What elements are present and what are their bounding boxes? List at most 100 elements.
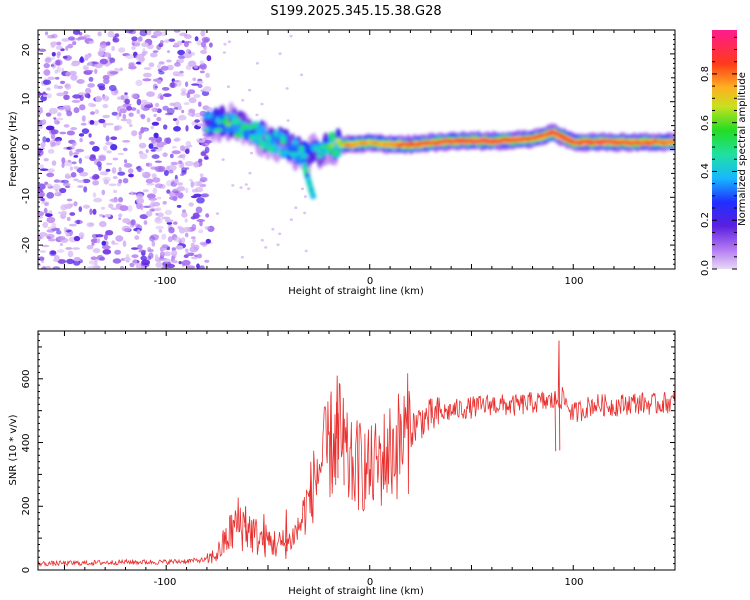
spectrogram-noise-blob <box>180 145 185 152</box>
spectrogram-noise-blob <box>244 183 248 186</box>
spectrogram-noise-blob <box>105 135 110 142</box>
spectrogram-noise-blob <box>119 108 127 114</box>
spectrogram-noise-blob <box>126 205 133 212</box>
spectrogram-noise-blob <box>102 75 110 80</box>
spectrogram-noise-blob <box>79 57 85 64</box>
spectrogram-noise-blob <box>102 121 107 128</box>
spectrogram-noise-blob <box>100 206 106 210</box>
spectrogram-noise-blob <box>65 247 72 250</box>
spectrogram-noise-blob <box>56 66 61 73</box>
spectrogram-noise-blob <box>131 247 139 250</box>
spectrogram-noise-blob <box>186 92 191 99</box>
spectrogram-noise-blob <box>85 87 92 94</box>
spectrogram-noise-blob <box>43 158 49 162</box>
spectrogram-noise-blob <box>99 44 107 49</box>
spectrogram-noise-blob <box>119 265 125 269</box>
spectrogram-noise-blob <box>148 62 155 68</box>
spectrogram-noise-blob <box>156 142 162 147</box>
spectrogram-noise-blob <box>38 92 42 96</box>
spectrogram-noise-blob <box>134 235 140 240</box>
spectrogram-noise-blob <box>206 55 212 62</box>
spectrogram-noise-blob <box>73 201 78 207</box>
snr-spike <box>557 340 561 451</box>
spectrogram-noise-blob <box>66 198 73 202</box>
spectrogram-noise-blob <box>271 227 275 231</box>
spectrogram-noise-blob <box>155 212 159 216</box>
spectrogram-noise-blob <box>78 206 83 213</box>
spectrogram-noise-blob <box>187 112 193 116</box>
spectrogram-noise-blob <box>264 246 268 249</box>
spectrogram-ridge-point <box>230 119 238 125</box>
spectrogram-ridge-point <box>252 136 260 142</box>
spectrogram-noise-blob <box>115 235 124 242</box>
spectrogram-noise-blob <box>200 49 208 55</box>
spectrogram-noise-blob <box>110 207 118 211</box>
spectrogram-ytick: -20 <box>21 237 32 253</box>
spectrogram-noise-blob <box>92 208 97 215</box>
spectrogram-noise-blob <box>131 40 135 46</box>
spectrogram-noise-blob <box>169 102 176 107</box>
spectrogram-noise-blob <box>51 62 57 69</box>
spectrogram-noise-blob <box>173 126 181 132</box>
spectrogram-noise-blob <box>64 83 70 89</box>
spectrogram-noise-blob <box>191 224 197 231</box>
spectrogram-noise-blob <box>46 183 52 187</box>
spectrogram-noise-blob <box>122 218 130 224</box>
spectrogram-noise-blob <box>66 130 75 136</box>
spectrogram-noise-blob <box>92 61 99 65</box>
spectrogram-noise-blob <box>150 201 156 205</box>
spectrogram-noise-blob <box>73 235 81 242</box>
spectrogram-noise-blob <box>131 45 136 50</box>
spectrogram-noise-blob <box>169 196 178 201</box>
spectrogram-noise-blob <box>128 112 134 117</box>
spectrogram-noise-blob <box>118 179 123 184</box>
spectrogram-noise-blob <box>158 229 163 233</box>
spectrogram-ridge-point <box>209 116 217 121</box>
spectrogram-noise-blob <box>155 225 164 230</box>
spectrogram-noise-blob <box>81 115 86 122</box>
spectrogram-noise-blob <box>136 165 142 172</box>
spectrogram-noise-blob <box>136 202 142 210</box>
spectrogram-noise-blob <box>199 177 208 182</box>
spectrogram-noise-blob <box>201 193 210 198</box>
spectrogram-noise-blob <box>101 189 106 196</box>
spectrogram-noise-blob <box>127 168 134 174</box>
spectrogram-noise-blob <box>83 34 91 38</box>
spectrogram-noise-blob <box>52 184 61 191</box>
spectrogram-noise-blob <box>81 128 90 135</box>
spectrogram-noise-blob <box>130 219 136 226</box>
spectrogram-noise-blob <box>299 73 304 77</box>
spectrogram-noise-blob <box>179 70 184 74</box>
spectrogram-noise-blob <box>61 162 65 168</box>
spectrogram-noise-blob <box>155 136 163 143</box>
spectrogram-noise-blob <box>38 256 45 261</box>
spectrogram-noise-blob <box>188 202 194 207</box>
spectrogram-noise-blob <box>149 203 155 208</box>
spectrogram-noise-blob <box>164 209 173 216</box>
snr-plot-area <box>38 340 675 567</box>
spectrogram-noise-blob <box>62 55 68 59</box>
spectrogram-noise-blob <box>89 120 95 125</box>
spectrogram-noise-blob <box>119 105 126 110</box>
spectrogram-noise-blob <box>300 187 305 191</box>
spectrogram-noise-blob <box>170 161 179 166</box>
spectrogram-noise-blob <box>89 141 95 145</box>
spectrogram-noise-blob <box>162 152 168 157</box>
spectrogram-noise-blob <box>198 64 205 69</box>
spectrogram-noise-blob <box>194 119 200 123</box>
spectrogram-noise-blob <box>183 102 190 105</box>
colorbar-tick-label: 0.4 <box>700 163 711 179</box>
spectrogram-ytick: 10 <box>21 93 32 106</box>
spectrogram-noise-blob <box>38 232 48 237</box>
spectrogram-noise-blob <box>143 72 152 78</box>
spectrogram-noise-blob <box>138 133 142 140</box>
spectrogram-noise-blob <box>118 47 126 53</box>
spectrogram-noise-blob <box>163 124 168 130</box>
spectrogram-noise-blob <box>199 265 205 269</box>
spectrogram-noise-blob <box>41 119 47 125</box>
spectrogram-noise-blob <box>96 161 102 168</box>
spectrogram-panel: -100 0 100 -20 -10 0 10 20 Height of str… <box>8 29 676 297</box>
spectrogram-noise-blob <box>198 158 203 163</box>
spectrogram-noise-blob <box>185 187 189 194</box>
spectrogram-noise-blob <box>190 242 195 248</box>
